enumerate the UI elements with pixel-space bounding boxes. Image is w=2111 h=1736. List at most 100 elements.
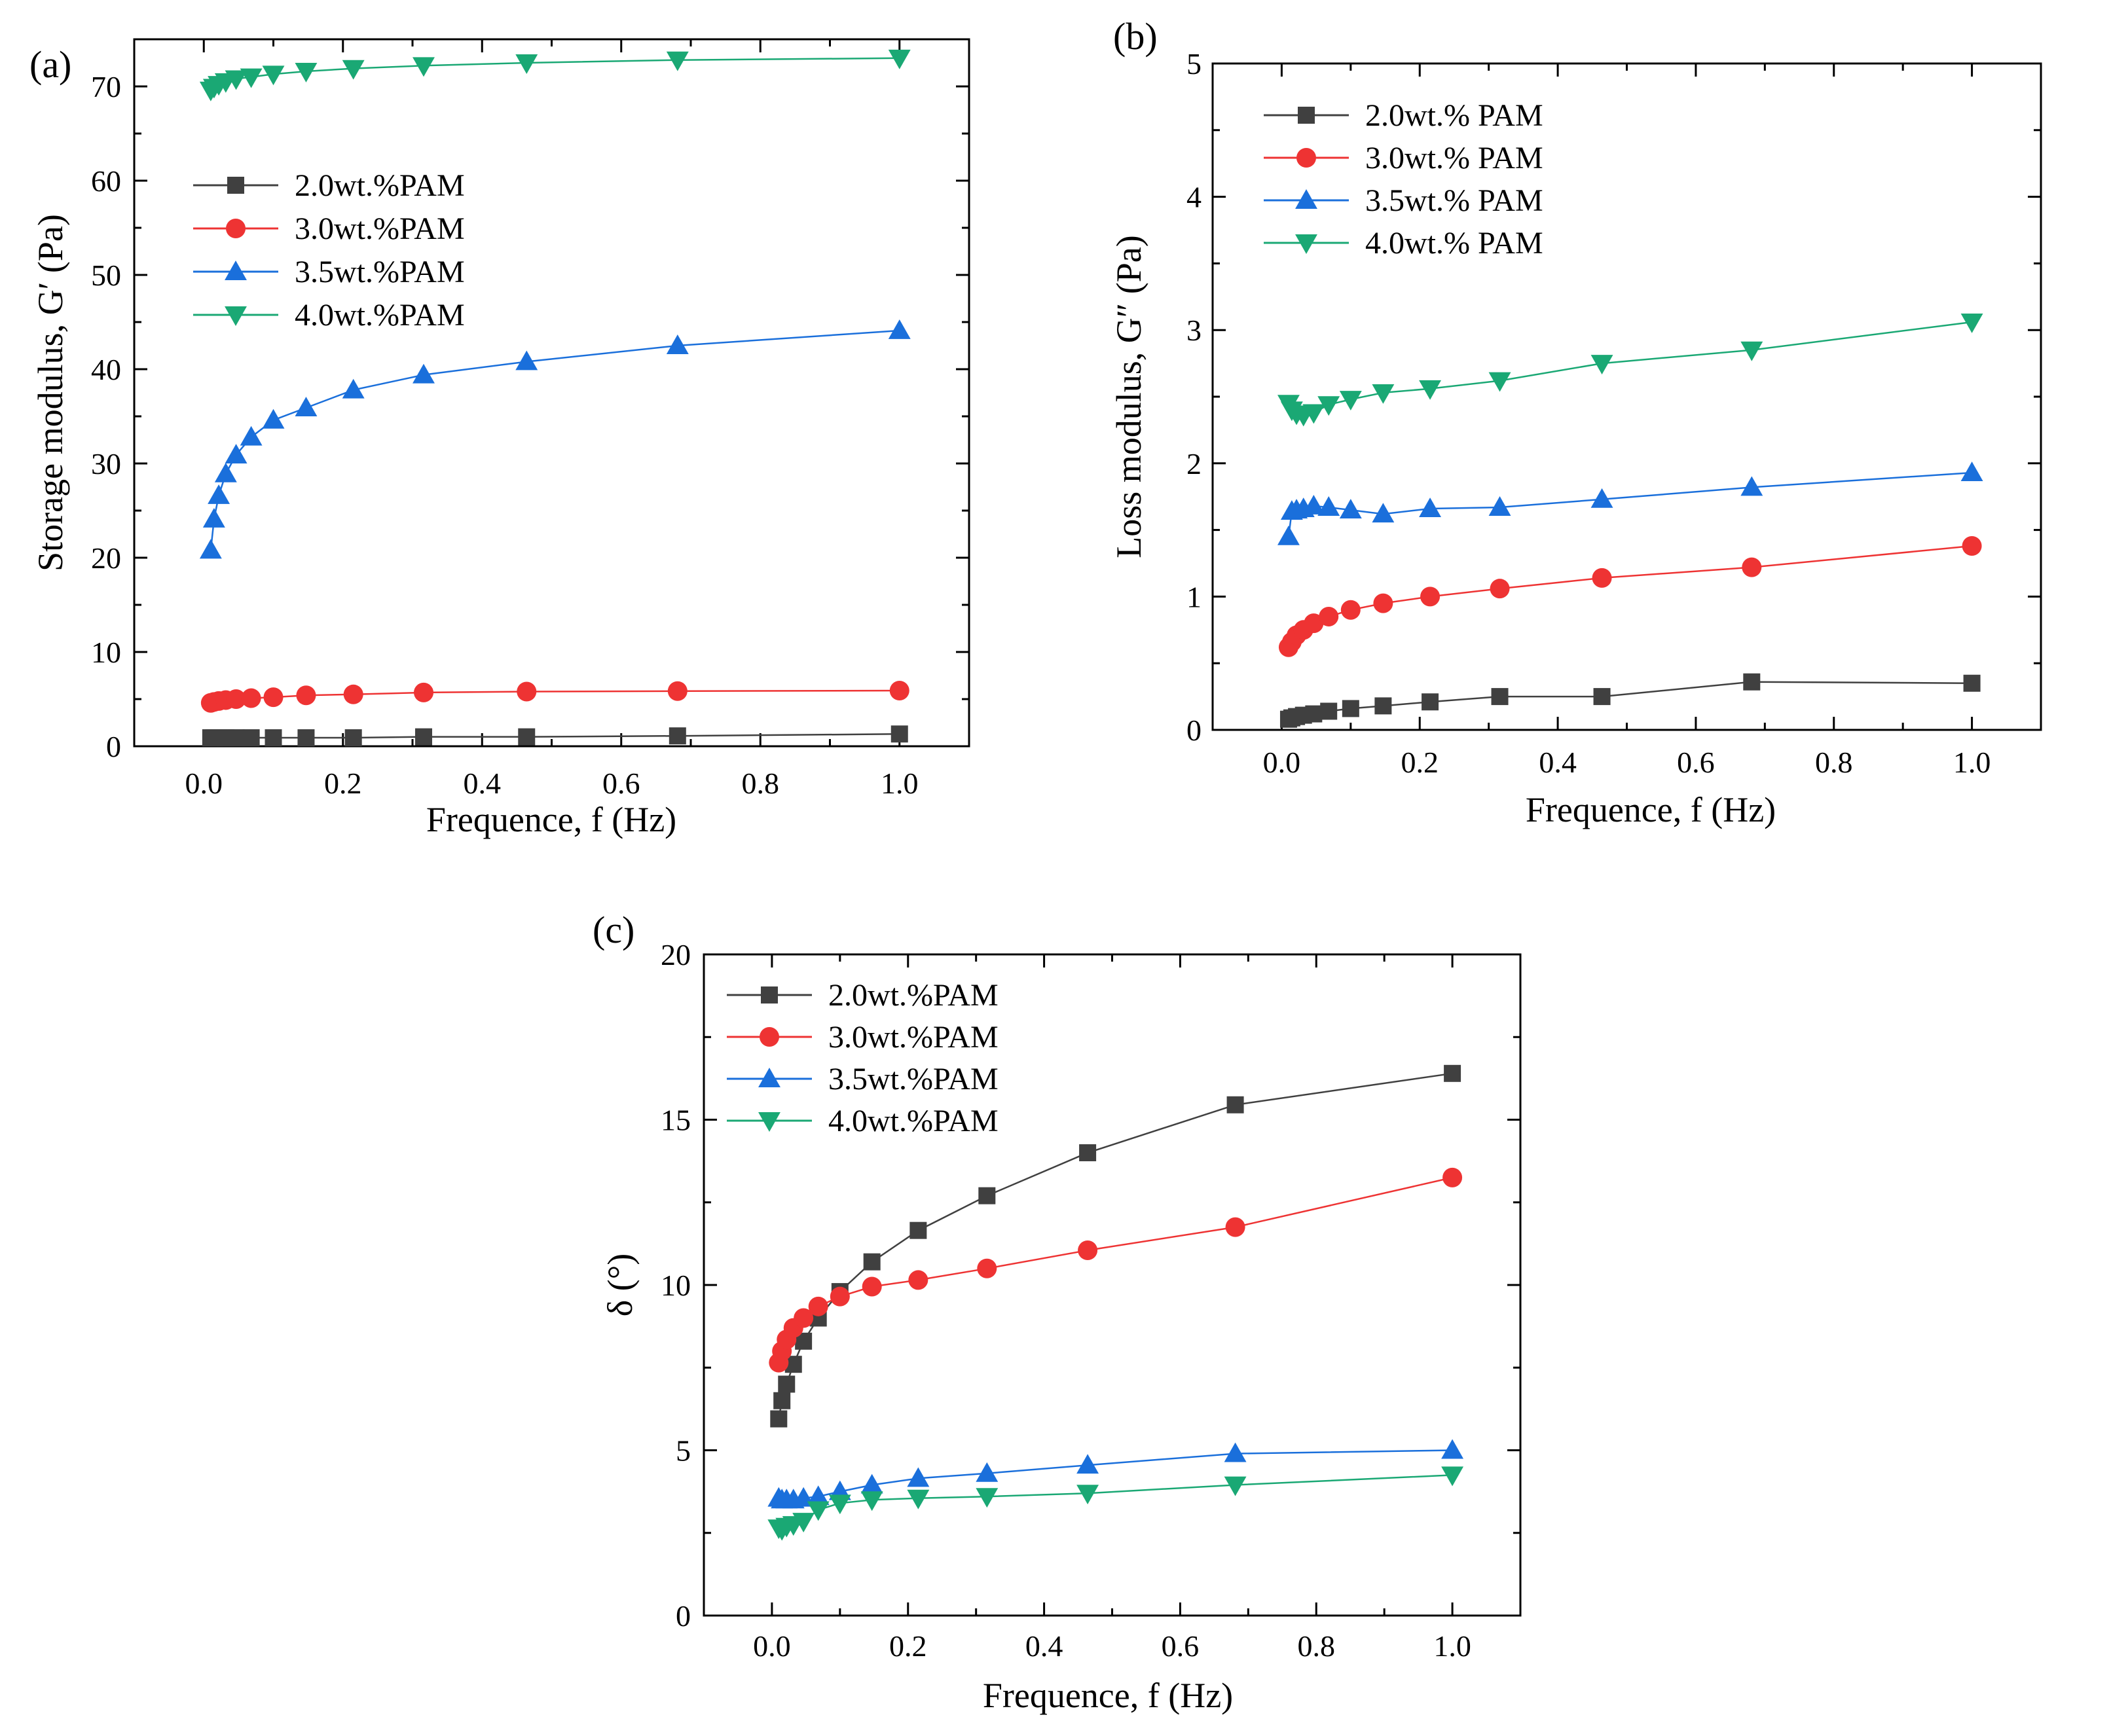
chart-panel-a: (a) 0.0 0.2 0.4 0.6 0.8 1.0 0 10 20 30 40 50 60 70 Freq…	[29, 38, 970, 839]
legend-marker	[758, 1112, 780, 1132]
data-point	[240, 68, 263, 88]
data-point	[1593, 688, 1611, 706]
series-4.0wt.-PAM	[1277, 314, 1983, 427]
data-point	[265, 729, 282, 747]
legend-marker	[760, 1027, 779, 1047]
y-axis-title: Loss modulus, G″ (Pa)	[1109, 235, 1148, 558]
data-point	[1320, 702, 1338, 720]
legend-label: 3.0wt.%PAM	[295, 211, 465, 246]
data-point	[227, 729, 245, 747]
x-axis-title: Frequence, f (Hz)	[426, 800, 676, 839]
legend-marker	[1295, 234, 1317, 254]
data-point	[978, 1187, 996, 1204]
legend-marker	[225, 261, 247, 280]
data-point	[807, 1501, 830, 1521]
series-4.0wt.-PAM	[199, 49, 911, 101]
data-point	[1960, 314, 1983, 333]
x-tick-label: 0.2	[1401, 746, 1439, 779]
data-point	[1317, 496, 1340, 516]
x-tick-label: 0.8	[742, 767, 780, 800]
y-tick-label: 10	[661, 1269, 691, 1302]
data-point	[1225, 1217, 1245, 1237]
data-point	[770, 1410, 788, 1428]
data-point	[830, 1286, 850, 1307]
chart-panel-b: (b) 0.0 0.2 0.4 0.6 0.8 1.0 0 1 2 3 4 5 Frequence, f …	[1109, 15, 2042, 829]
data-point	[1226, 1096, 1244, 1113]
series-3.0wt.-PAM	[200, 681, 909, 713]
x-tick-label: 0.6	[602, 767, 640, 800]
data-point	[343, 684, 363, 704]
data-point	[262, 65, 285, 86]
legend-label: 2.0wt.%PAM	[295, 168, 465, 203]
data-point	[666, 335, 689, 354]
data-point	[296, 685, 316, 706]
series-2.0wt.-PAM	[1279, 673, 1981, 728]
y-tick-label: 2	[1186, 447, 1202, 480]
legend-marker	[227, 177, 244, 194]
data-point	[1592, 568, 1612, 588]
y-tick-label: 4	[1186, 181, 1202, 214]
x-tick-label: 0.0	[753, 1629, 791, 1663]
data-point	[1441, 1439, 1464, 1459]
data-point	[515, 54, 538, 74]
data-point	[808, 1296, 828, 1316]
data-point	[1420, 587, 1441, 607]
legend-label: 4.0wt.%PAM	[828, 1104, 999, 1138]
data-point	[1963, 674, 1981, 692]
data-point	[414, 682, 433, 702]
panel-label: (a)	[29, 43, 71, 86]
data-point	[1340, 600, 1361, 620]
x-tick-label: 0.6	[1677, 746, 1715, 779]
data-point	[773, 1392, 791, 1409]
legend-marker	[1296, 148, 1316, 168]
data-point	[794, 1308, 814, 1328]
legend-label: 3.0wt.%PAM	[828, 1020, 999, 1055]
series-3.5wt.-PAM	[199, 319, 911, 559]
series-3.5wt.-PAM	[1277, 461, 1983, 545]
data-point	[862, 1276, 882, 1297]
data-point	[518, 728, 536, 746]
y-tick-label: 50	[91, 259, 121, 292]
y-tick-label: 0	[106, 730, 121, 763]
data-point	[413, 57, 435, 77]
data-point	[1962, 536, 1982, 556]
y-tick-label: 3	[1186, 314, 1202, 347]
legend-marker	[226, 219, 246, 238]
data-point	[666, 51, 689, 71]
y-tick-label: 15	[661, 1104, 691, 1137]
data-point	[1342, 700, 1359, 717]
legend-label: 2.0wt.%PAM	[828, 978, 999, 1013]
series-3.0wt.-PAM	[1278, 536, 1982, 657]
series-2.0wt.-PAM	[202, 725, 908, 747]
y-tick-label: 30	[91, 447, 121, 480]
data-point	[208, 484, 230, 504]
y-tick-label: 70	[91, 70, 121, 103]
data-point	[1302, 404, 1325, 424]
y-tick-label: 0	[676, 1599, 691, 1633]
y-axis-title: δ (°)	[600, 1254, 640, 1317]
data-point	[1444, 1064, 1461, 1082]
x-tick-label: 1.0	[881, 767, 919, 800]
y-tick-label: 20	[661, 938, 691, 971]
legend-label: 3.5wt.% PAM	[1365, 183, 1543, 218]
data-point	[1742, 557, 1762, 577]
data-point	[1224, 1476, 1247, 1496]
data-point	[909, 1221, 927, 1239]
legend-label: 4.0wt.% PAM	[1365, 226, 1543, 261]
x-tick-label: 0.6	[1162, 1629, 1200, 1663]
data-point	[888, 319, 911, 339]
legend-marker	[225, 306, 247, 326]
data-point	[1743, 673, 1761, 691]
y-tick-label: 20	[91, 541, 121, 575]
legend-label: 3.5wt.%PAM	[295, 255, 465, 289]
data-point	[1317, 396, 1340, 416]
data-point	[297, 729, 315, 747]
legend-label: 4.0wt.%PAM	[295, 298, 465, 333]
x-tick-label: 0.0	[1263, 746, 1301, 779]
x-axis-title: Frequence, f (Hz)	[983, 1676, 1233, 1715]
legend-marker	[761, 986, 778, 1004]
x-tick-label: 0.2	[889, 1629, 927, 1663]
data-point	[1960, 461, 1983, 482]
legend-marker	[1298, 107, 1315, 124]
data-point	[225, 444, 248, 463]
